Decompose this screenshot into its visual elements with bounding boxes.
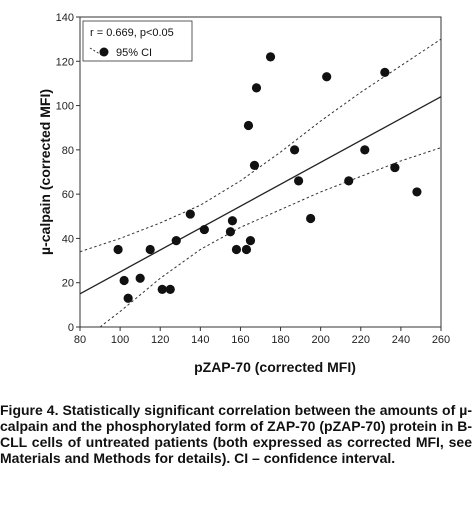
data-point — [245, 236, 256, 246]
data-point — [294, 176, 304, 186]
data-point — [225, 227, 236, 237]
regression-line — [79, 96, 442, 295]
data-point — [199, 224, 209, 235]
data-point — [157, 284, 167, 294]
data-point — [113, 244, 123, 255]
y-tick-label: 100 — [56, 101, 74, 113]
data-point — [145, 244, 155, 255]
confidence-band — [79, 38, 442, 328]
data-point — [231, 244, 242, 255]
legend: r = 0.669, p<0.05 95% CI — [82, 20, 193, 62]
data-point — [249, 160, 260, 170]
legend-ci-label: 95% CI — [116, 47, 152, 59]
figure-caption: Figure 4. Statistically significant corr… — [0, 402, 472, 466]
legend-stat-label: r = 0.669, p<0.05 — [90, 27, 174, 39]
data-point — [412, 187, 422, 197]
y-tick-label: 0 — [68, 322, 74, 334]
y-tick-label: 140 — [56, 12, 74, 24]
regression-layer — [79, 96, 442, 295]
data-point — [251, 83, 262, 93]
legend-point-icon — [99, 47, 109, 57]
x-tick-label: 260 — [432, 334, 450, 346]
data-point — [185, 209, 195, 219]
x-tick-label: 220 — [352, 334, 370, 346]
x-axis-title: pZAP-70 (corrected MFI) — [194, 359, 356, 375]
x-tick-label: 100 — [111, 334, 129, 346]
x-tick-label: 160 — [231, 334, 249, 346]
scatter-chart: 80 100 120 140 160 180 200 220 240 260 0 20 40 60 80 1… — [37, 12, 450, 375]
x-tick-label: 240 — [392, 334, 410, 346]
y-tick-label: 60 — [62, 189, 74, 201]
y-tick-label: 20 — [62, 278, 74, 290]
y-axis-title: µ-calpain (corrected MFI) — [37, 89, 53, 255]
data-point — [243, 120, 254, 131]
x-tick-label: 140 — [191, 334, 209, 346]
data-point — [171, 236, 181, 246]
y-tick-label: 120 — [56, 56, 74, 68]
y-tick-label: 40 — [62, 233, 74, 245]
data-point — [241, 244, 252, 255]
x-tick-label: 180 — [271, 334, 289, 346]
y-axis-ticks: 0 20 40 60 80 100 120 140 — [56, 12, 80, 334]
x-axis-ticks: 80 100 120 140 160 180 200 220 240 260 — [74, 327, 450, 346]
x-tick-label: 200 — [311, 334, 329, 346]
data-point — [119, 275, 129, 286]
data-point — [322, 72, 332, 82]
data-point — [289, 145, 300, 155]
data-point — [165, 284, 175, 294]
data-point — [344, 176, 354, 186]
data-points — [113, 52, 422, 303]
y-tick-label: 80 — [62, 145, 74, 157]
data-point — [390, 162, 400, 173]
ci-upper-line — [79, 38, 442, 253]
data-point — [306, 213, 316, 224]
x-tick-label: 80 — [74, 334, 86, 346]
x-tick-label: 120 — [151, 334, 169, 346]
ci-lower-line — [99, 147, 442, 328]
data-point — [360, 145, 370, 155]
data-point — [227, 216, 238, 226]
plot-frame — [79, 16, 442, 328]
data-point — [123, 293, 133, 303]
data-point — [265, 52, 276, 62]
data-point — [135, 273, 145, 283]
data-point — [380, 67, 390, 77]
